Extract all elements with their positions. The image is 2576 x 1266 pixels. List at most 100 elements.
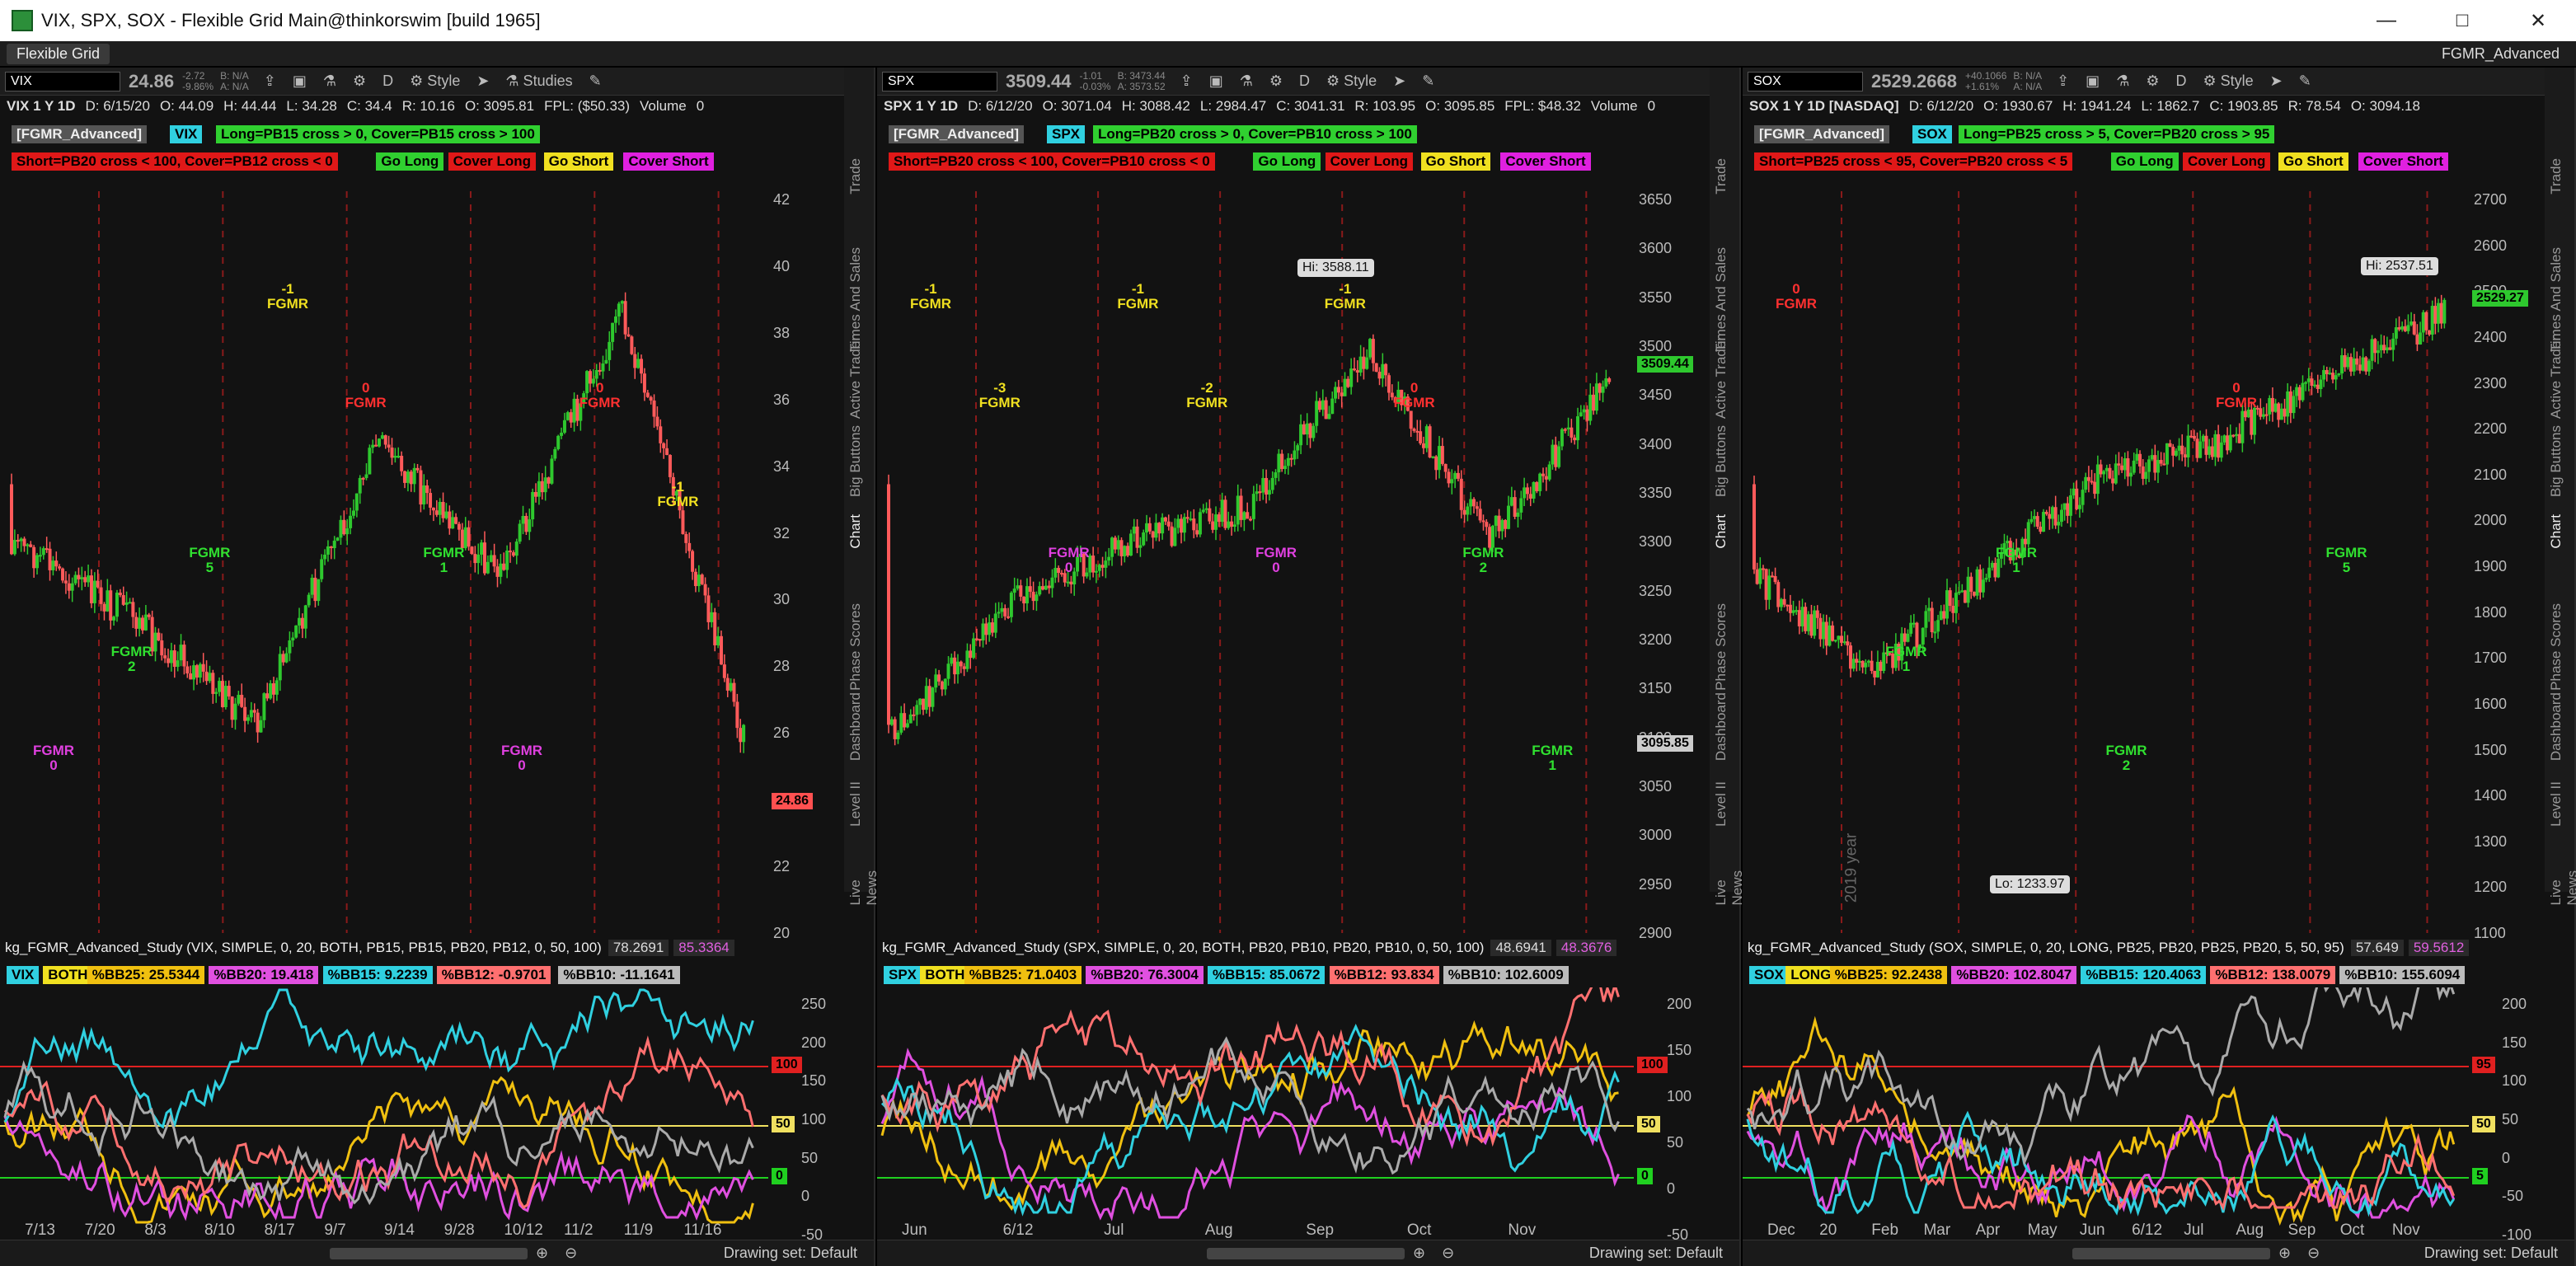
style-button[interactable]: ⚙ Style <box>410 73 461 89</box>
candle-body <box>934 674 938 688</box>
gear-icon[interactable]: ⚙ <box>1269 73 1283 89</box>
zoom-out-icon[interactable]: ⊖ <box>565 1245 578 1261</box>
zoom-out-icon[interactable]: ⊖ <box>2307 1245 2320 1261</box>
zoom-in-icon[interactable]: ⊕ <box>1413 1245 1426 1261</box>
zoom-in-icon[interactable]: ⊕ <box>536 1245 549 1261</box>
flask-icon[interactable]: ⚗ <box>322 73 337 89</box>
side-tab-chart[interactable]: Chart <box>1713 514 1729 549</box>
snapshot-icon[interactable]: ▣ <box>292 73 307 89</box>
candle-body <box>1346 378 1350 387</box>
side-tab-live-news[interactable]: Live News <box>847 870 880 906</box>
snapshot-icon[interactable]: ▣ <box>1208 73 1223 89</box>
cursor-icon[interactable]: ➤ <box>476 73 490 89</box>
flexible-grid-tab[interactable]: Flexible Grid <box>7 43 110 64</box>
symbol-input[interactable]: SOX <box>1748 71 1863 91</box>
side-tab-level-ii[interactable]: Level II <box>1713 781 1729 827</box>
scrollbar[interactable] <box>330 1247 528 1259</box>
side-tab-phase-scores[interactable]: Phase Scores <box>1713 603 1729 691</box>
studies-button[interactable]: ⚗ Studies <box>505 73 573 89</box>
study-badge: [FGMR_Advanced] <box>1754 125 1890 143</box>
maximize-icon[interactable]: □ <box>2456 9 2469 31</box>
candle-body <box>921 698 925 710</box>
study-title[interactable]: kg_FGMR_Advanced_Study (SPX, SIMPLE, 0, … <box>882 940 1485 955</box>
side-tab-chart[interactable]: Chart <box>847 514 863 549</box>
price-chart[interactable] <box>0 117 768 933</box>
side-tab-live-news[interactable]: Live News <box>2548 870 2576 906</box>
candle-body <box>1573 437 1577 441</box>
candle-body <box>2424 312 2428 331</box>
drawing-set-label[interactable]: Drawing set: Default <box>723 1245 857 1261</box>
gear-icon[interactable]: ⚙ <box>353 73 367 89</box>
side-tab-dashboard[interactable]: Dashboard <box>847 692 863 762</box>
lower-y-tick-label: -100 <box>2502 1226 2532 1243</box>
candle-body <box>604 359 608 363</box>
drawing-tools-icon[interactable]: ✎ <box>2298 73 2311 89</box>
gear-icon[interactable]: ⚙ <box>2146 73 2160 89</box>
symbol-input[interactable]: VIX <box>5 71 120 91</box>
zoom-in-icon[interactable]: ⊕ <box>2278 1245 2292 1261</box>
workspace-name[interactable]: FGMR_Advanced <box>2441 45 2560 62</box>
minimize-icon[interactable]: — <box>2377 9 2396 31</box>
lower-y-tick-label: 0 <box>1667 1180 1676 1197</box>
period-button[interactable]: D <box>1299 73 1311 89</box>
info-field: R: 103.95 <box>1354 98 1416 114</box>
period-button[interactable]: D <box>382 73 394 89</box>
style-button[interactable]: ⚙ Style <box>2203 73 2254 89</box>
percent-b-label: %BB25: 71.0403 <box>964 966 1082 984</box>
side-tab-level-ii[interactable]: Level II <box>847 781 863 827</box>
price-chart[interactable] <box>877 117 1634 933</box>
close-icon[interactable]: ✕ <box>2529 9 2547 32</box>
side-tab-phase-scores[interactable]: Phase Scores <box>2548 603 2564 691</box>
side-tab-chart[interactable]: Chart <box>2548 514 2564 549</box>
study-chart[interactable] <box>1743 987 2469 1235</box>
candle-body <box>294 625 298 638</box>
side-tab-dashboard[interactable]: Dashboard <box>2548 692 2564 762</box>
candle-body <box>2343 354 2347 368</box>
candle-body <box>1900 633 1904 661</box>
side-tab-big-buttons[interactable]: Big Buttons <box>847 425 863 497</box>
snapshot-icon[interactable]: ▣ <box>2086 73 2100 89</box>
flask-icon[interactable]: ⚗ <box>2116 73 2130 89</box>
study-title[interactable]: kg_FGMR_Advanced_Study (VIX, SIMPLE, 0, … <box>5 940 602 955</box>
symbol-input[interactable]: SPX <box>882 71 997 91</box>
go-long-badge: Go Long <box>376 152 444 171</box>
share-icon[interactable]: ⇪ <box>2057 73 2070 89</box>
side-tab-level-ii[interactable]: Level II <box>2548 781 2564 827</box>
side-tab-big-buttons[interactable]: Big Buttons <box>1713 425 1729 497</box>
side-tab-phase-scores[interactable]: Phase Scores <box>847 603 863 691</box>
side-tab-trade[interactable]: Trade <box>2548 158 2564 195</box>
cursor-icon[interactable]: ➤ <box>1393 73 1406 89</box>
share-icon[interactable]: ⇪ <box>1180 73 1193 89</box>
x-tick-label: 6/12 <box>1002 1221 1034 1239</box>
study-title[interactable]: kg_FGMR_Advanced_Study (SOX, SIMPLE, 0, … <box>1748 940 2344 955</box>
side-tab-active-trader[interactable]: Active Trader <box>2548 336 2564 420</box>
zoom-out-icon[interactable]: ⊖ <box>1442 1245 1455 1261</box>
drawing-tools-icon[interactable]: ✎ <box>589 73 602 89</box>
candle-body <box>252 710 256 713</box>
period-button[interactable]: D <box>2175 73 2187 89</box>
flask-icon[interactable]: ⚗ <box>1239 73 1253 89</box>
y-tick-label: 1600 <box>2474 695 2508 712</box>
side-tab-live-news[interactable]: Live News <box>1713 870 1745 906</box>
side-tab-trade[interactable]: Trade <box>847 158 863 195</box>
study-chart[interactable] <box>877 987 1634 1235</box>
candle-body <box>2075 488 2079 509</box>
price-chart[interactable] <box>1743 117 2469 933</box>
drawing-set-label[interactable]: Drawing set: Default <box>1588 1245 1723 1261</box>
drawing-tools-icon[interactable]: ✎ <box>1422 73 1435 89</box>
drawing-set-label[interactable]: Drawing set: Default <box>2424 1245 2558 1261</box>
side-tab-trade[interactable]: Trade <box>1713 158 1729 195</box>
side-tab-big-buttons[interactable]: Big Buttons <box>2548 425 2564 497</box>
share-icon[interactable]: ⇪ <box>263 73 276 89</box>
candle-body <box>697 574 701 587</box>
study-chart[interactable] <box>0 987 768 1235</box>
side-tab-dashboard[interactable]: Dashboard <box>1713 692 1729 762</box>
side-tab-active-trader[interactable]: Active Trader <box>1713 336 1729 420</box>
side-tab-active-trader[interactable]: Active Trader <box>847 336 863 420</box>
scrollbar[interactable] <box>1207 1247 1405 1259</box>
cursor-icon[interactable]: ➤ <box>2269 73 2283 89</box>
candle-body <box>1864 663 1868 668</box>
candle-body <box>562 420 566 433</box>
scrollbar[interactable] <box>2072 1247 2270 1259</box>
style-button[interactable]: ⚙ Style <box>1326 73 1377 89</box>
